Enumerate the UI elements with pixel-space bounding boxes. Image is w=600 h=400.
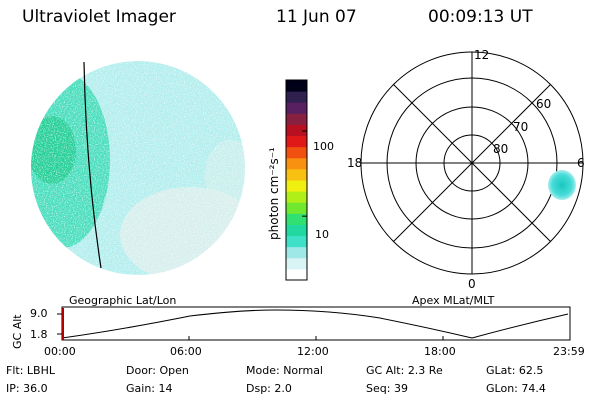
info-door-value: Open [159,364,189,377]
alt-ytick-1-8: 1.8 [30,328,48,341]
colorbar-segment [286,124,307,137]
colorbar [285,79,308,281]
info-key: Gain: [126,382,155,395]
colorbar-frame [285,79,308,281]
colorbar-segment [286,191,307,203]
app-title: Ultraviolet Imager [22,7,176,27]
lat-label-70: 70 [513,120,529,134]
colorbar-segment [286,113,307,125]
colorbar-segment [286,268,307,281]
globe-image [31,61,245,275]
colorbar-segment [286,235,307,248]
colorbar-segment [286,157,307,170]
info-key: IP: [6,382,20,395]
date-label: 11 Jun 07 [276,7,357,27]
altitude-plot [57,306,571,341]
colorbar-label: photon cm⁻²s⁻¹ [267,147,281,240]
colorbar-tick-10: 10 [315,228,329,241]
lat-label-60: 60 [536,97,552,111]
polar-panel-label: Apex MLat/MLT [412,294,495,307]
info-flt-value: LBHL [26,364,55,377]
alt-xtick-0600: 06:00 [170,345,202,358]
alt-xtick-1800: 18:00 [424,345,456,358]
alt-xtick-1200: 12:00 [297,345,329,358]
alt-xtick-2359: 23:59 [553,345,585,358]
colorbar-segment [286,91,307,103]
colorbar-segment [286,135,307,148]
mlt-label-12: 12 [474,48,490,62]
info-dsp-value: 2.0 [274,382,292,395]
info-mode-value: Normal [283,364,323,377]
alt-xtick-0000: 00:00 [44,345,76,358]
colorbar-segment [286,102,307,114]
colorbar-tick-100: 100 [313,140,334,153]
lat-label-80: 80 [493,142,509,156]
mlt-label-6: 6 [577,156,585,170]
info-gcalt-value: 2.3 Re [407,364,443,377]
info-key: Door: [126,364,156,377]
terminator-line [83,61,102,269]
time-label: 00:09:13 UT [428,7,533,27]
info-key: GLon: [486,382,518,395]
colorbar-segment [286,180,307,192]
colorbar-segment [286,224,307,237]
globe-panel-label: Geographic Lat/Lon [69,294,177,307]
colorbar-segment [286,202,307,214]
colorbar-segment [286,80,307,92]
alt-ylabel: GC Alt [11,314,24,349]
colorbar-segment [286,213,307,225]
colorbar-segment [286,146,307,159]
info-gain-value: 14 [158,382,173,395]
mlt-label-18: 18 [347,156,363,170]
info-key: Mode: [246,364,280,377]
info-key: Flt: [6,364,24,377]
aurora-blob [548,170,576,200]
info-key: GC Alt: [366,364,405,377]
colorbar-segment [286,168,307,181]
info-ip-value: 36.0 [23,382,48,395]
polar-grid [360,51,584,275]
colorbar-segment [286,257,307,270]
info-seq-value: 39 [393,382,408,395]
info-key: GLat: [486,364,516,377]
info-key: Dsp: [246,382,271,395]
alt-ytick-9: 9.0 [30,307,48,320]
info-key: Seq: [366,382,391,395]
mlt-label-0: 0 [468,277,476,291]
info-glat-value: 62.5 [518,364,544,377]
info-glon-value: 74.4 [521,382,546,395]
colorbar-segment [286,246,307,259]
